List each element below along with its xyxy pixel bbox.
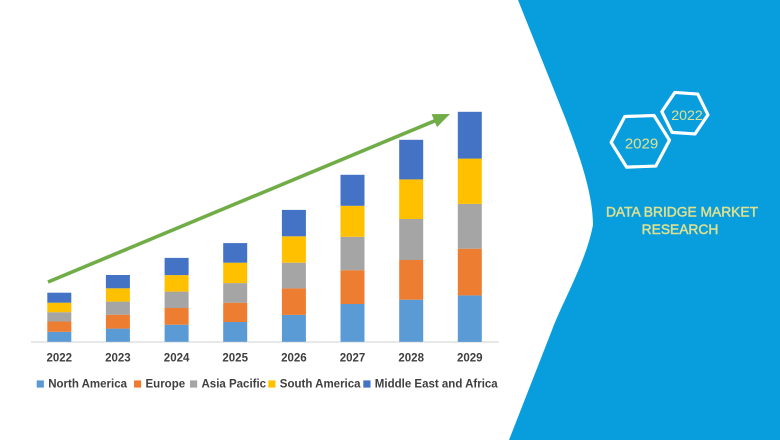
svg-text:Asia Pacific: Asia Pacific [202,379,267,391]
svg-text:2024: 2024 [164,353,190,365]
svg-text:RESEARCH: RESEARCH [642,222,719,237]
svg-text:DATA BRIDGE MARKET: DATA BRIDGE MARKET [606,204,759,219]
svg-text:South America: South America [280,379,361,391]
svg-text:2028: 2028 [398,353,424,365]
svg-text:2026: 2026 [281,353,307,365]
svg-text:2025: 2025 [222,353,248,365]
svg-text:2023: 2023 [105,353,131,365]
svg-text:2027: 2027 [340,353,366,365]
svg-text:2022: 2022 [671,108,703,124]
svg-text:2029: 2029 [625,136,658,153]
svg-text:2022: 2022 [47,353,73,365]
svg-text:2029: 2029 [457,353,483,365]
svg-text:Europe: Europe [146,379,186,391]
svg-text:Middle East and Africa: Middle East and Africa [375,379,499,391]
svg-text:North America: North America [48,379,127,391]
